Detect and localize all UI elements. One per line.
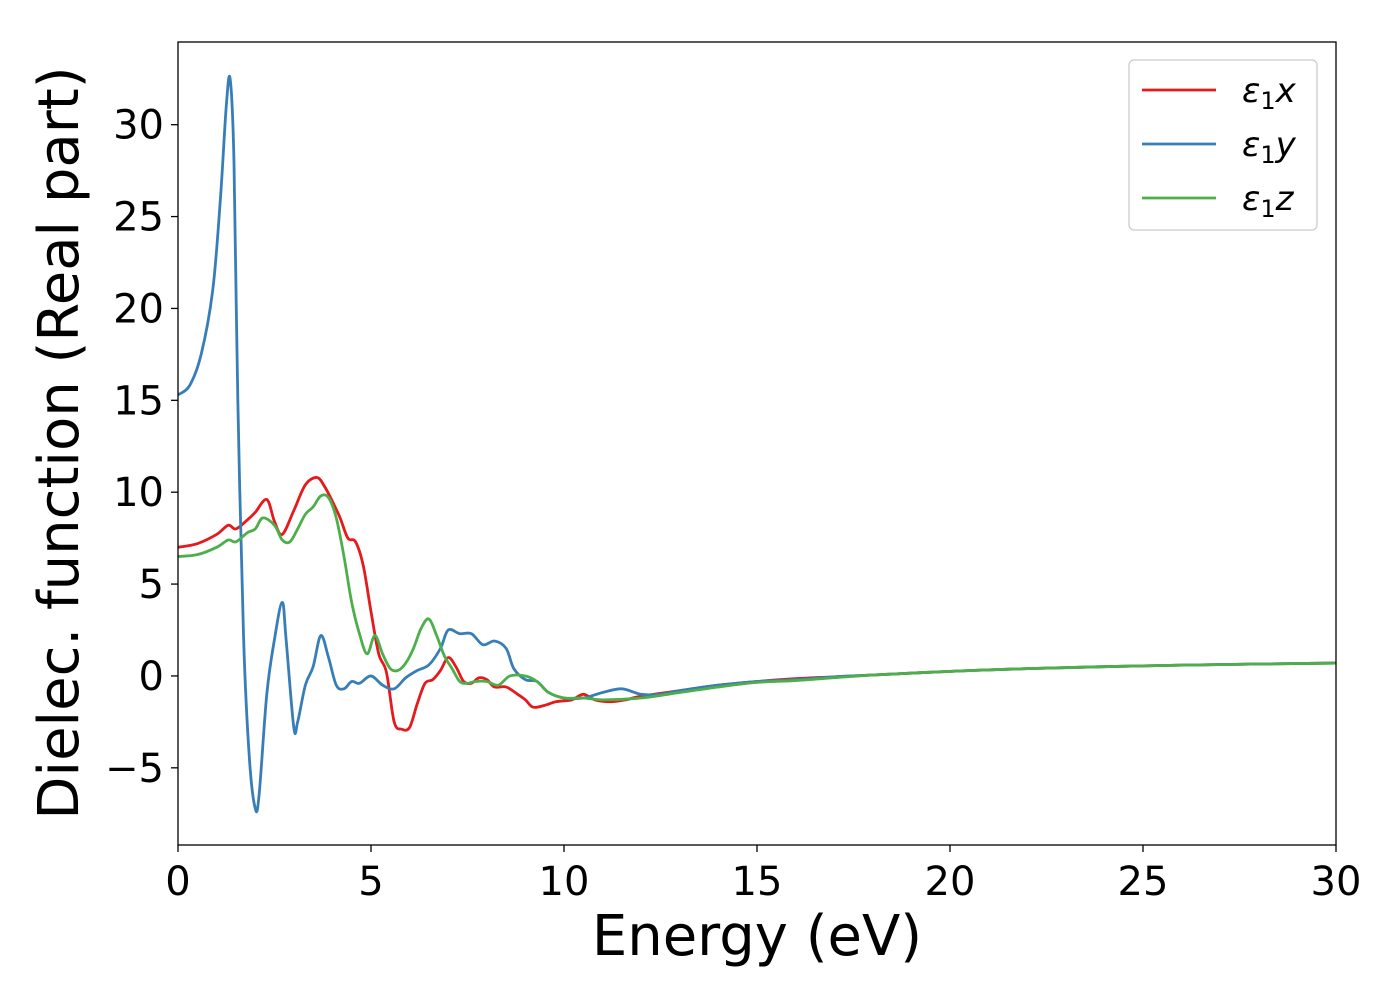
series-line-z [178, 493, 1336, 702]
legend-label-z: ε1z [1242, 179, 1295, 223]
y-tick-label: 5 [139, 562, 164, 608]
legend: ε1x ε1y ε1z [1128, 59, 1318, 231]
series-line-y [178, 74, 1336, 814]
x-tick-label: 5 [358, 859, 383, 905]
x-tick-label: 25 [1118, 859, 1169, 905]
x-tick-label: 20 [925, 859, 976, 905]
legend-box [1128, 59, 1318, 231]
x-tick-label: 10 [539, 859, 590, 905]
y-tick-label: 25 [113, 195, 164, 241]
x-axis-title: Energy (eV) [592, 904, 922, 969]
x-tick-label: 15 [732, 859, 783, 905]
y-axis-ticks: −5 0 5 10 15 20 25 30 [105, 103, 178, 792]
x-tick-label: 30 [1311, 859, 1362, 905]
legend-label-x: ε1x [1242, 71, 1297, 115]
legend-label-y: ε1y [1242, 125, 1297, 169]
y-tick-label: 20 [113, 286, 164, 332]
y-tick-label: 0 [139, 654, 164, 700]
y-tick-label: 30 [113, 103, 164, 149]
y-tick-label: 15 [113, 378, 164, 424]
y-tick-label: 10 [113, 470, 164, 516]
y-axis-title: Dielec. function (Real part) [27, 66, 92, 819]
x-axis-ticks: 0 5 10 15 20 25 30 [165, 845, 1361, 905]
y-tick-label: −5 [105, 746, 164, 792]
series-lines [178, 74, 1336, 814]
plot-area-frame [177, 41, 1337, 846]
x-tick-label: 0 [165, 859, 190, 905]
